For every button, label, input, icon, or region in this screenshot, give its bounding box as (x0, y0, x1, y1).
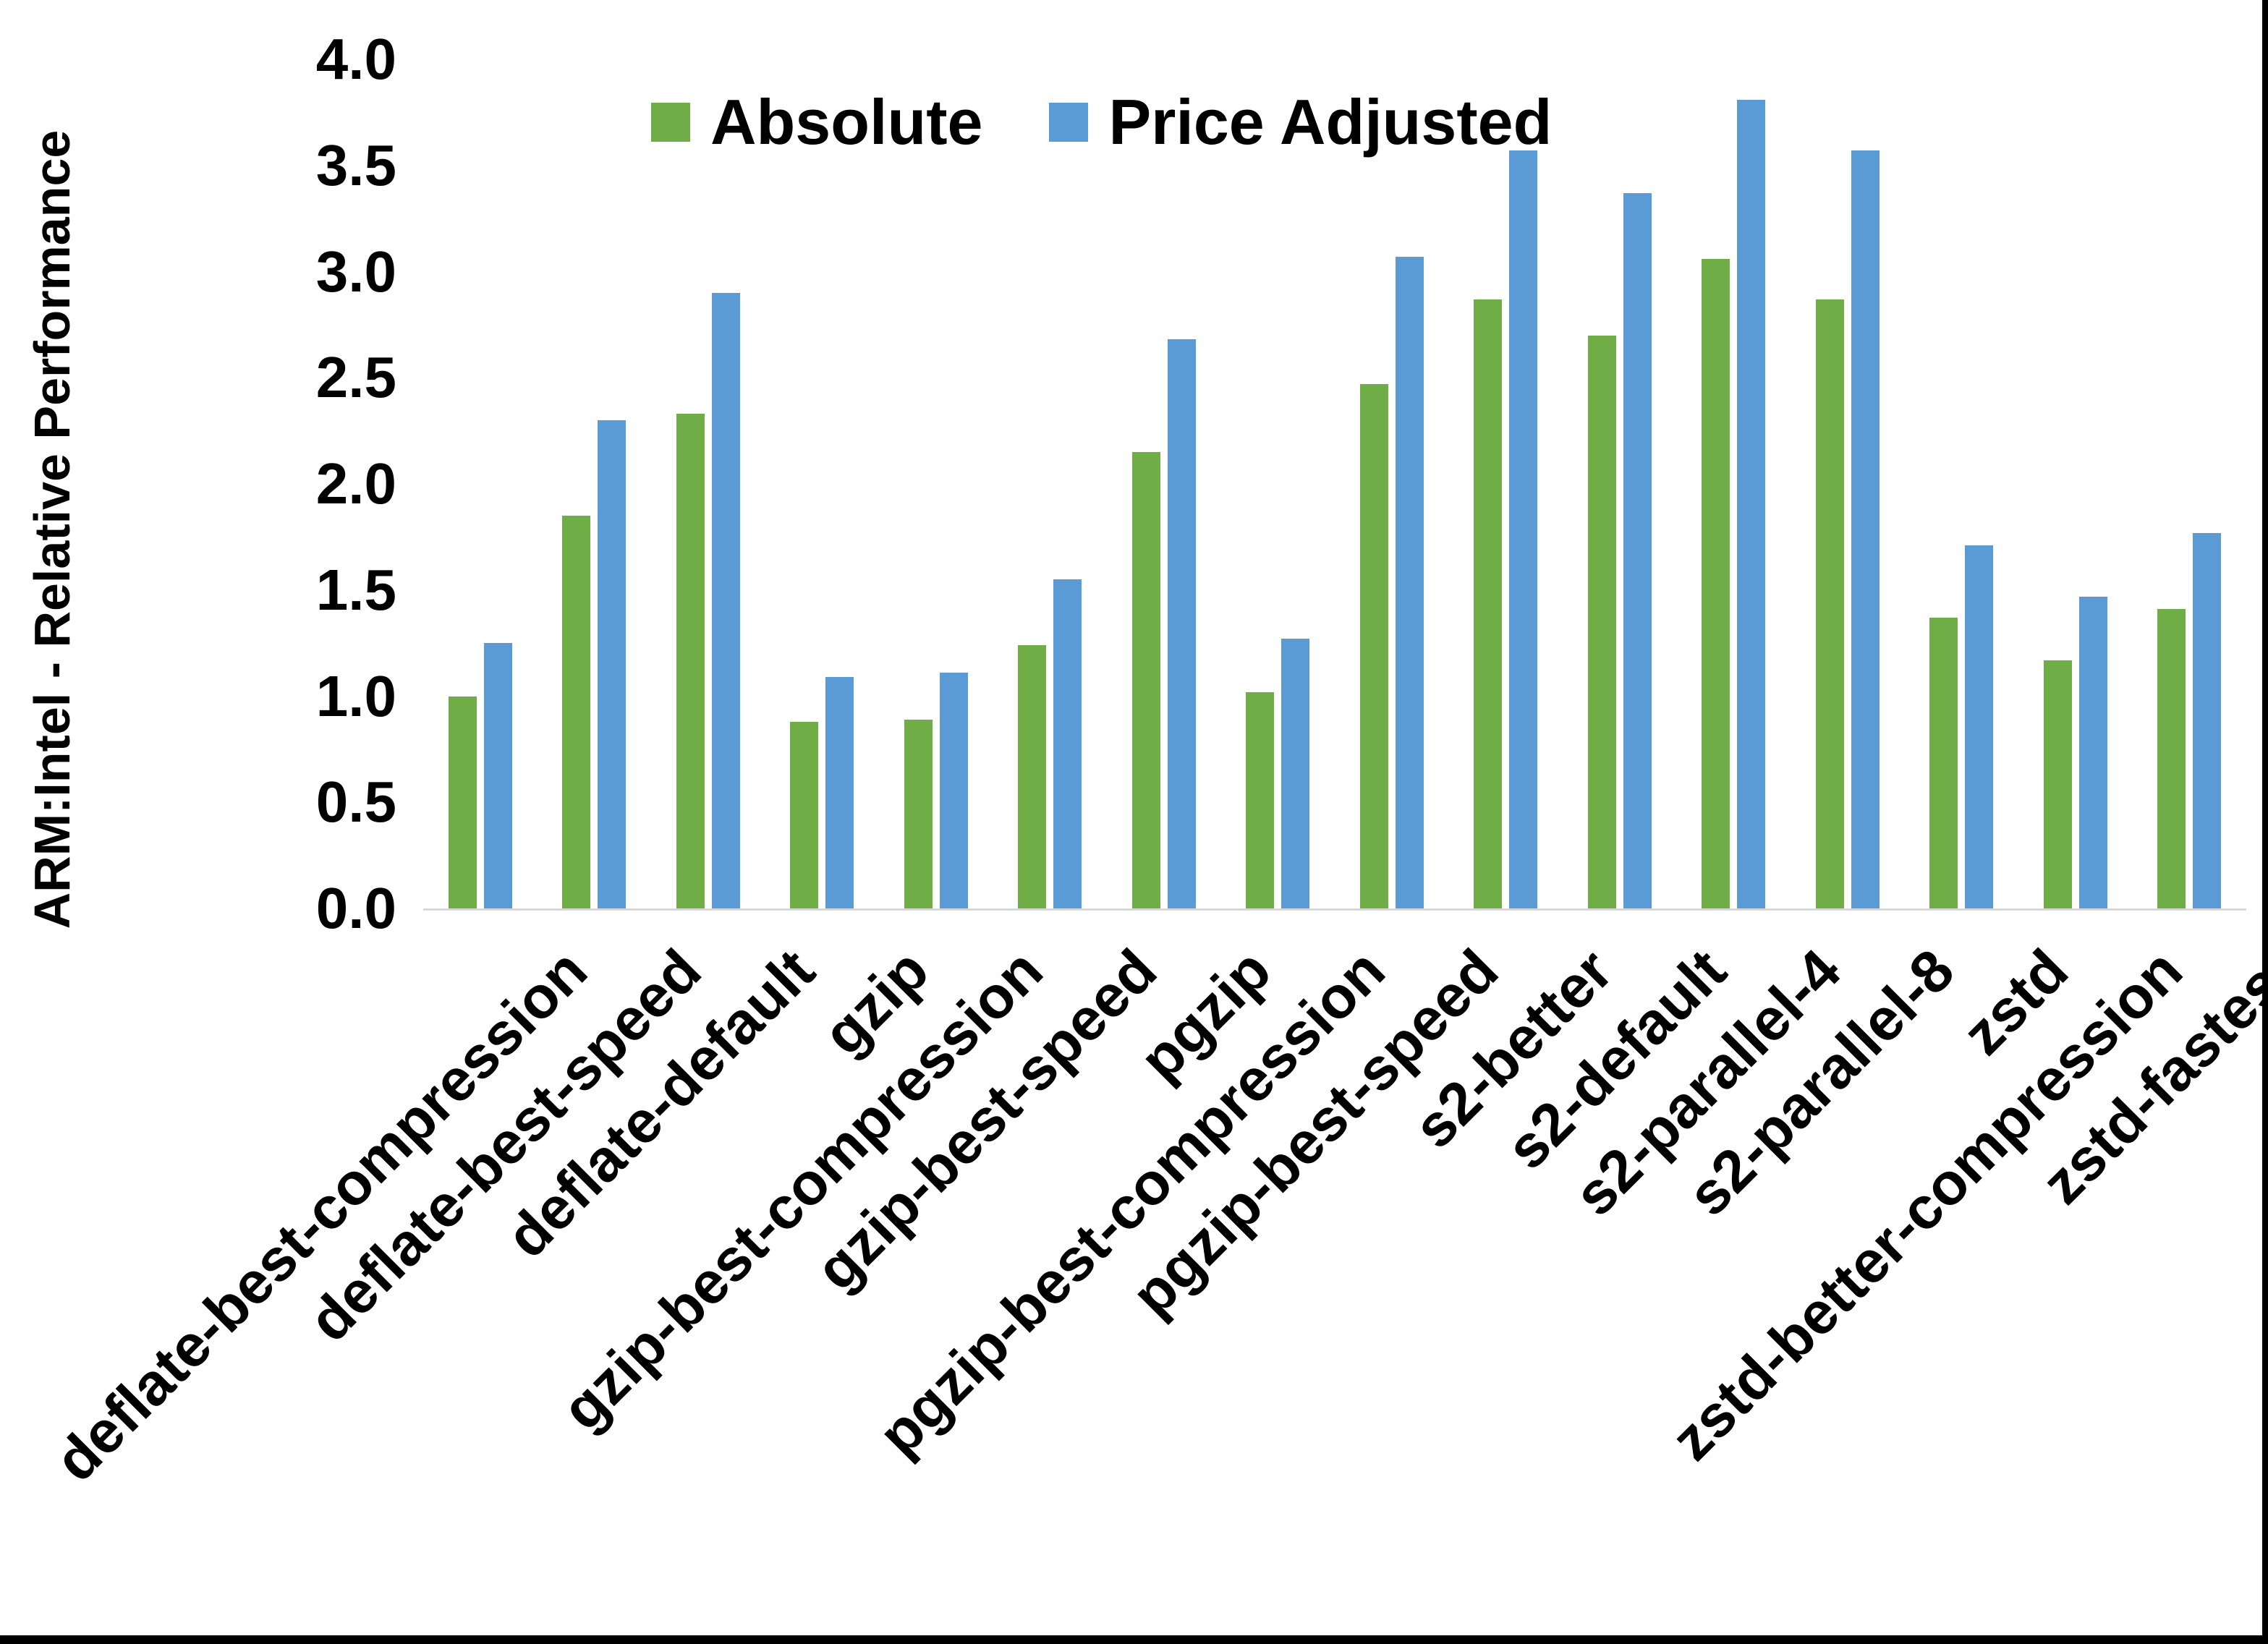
x-axis-label: pgzip (1127, 937, 1283, 1094)
y-tick-label: 4.0 (315, 27, 396, 91)
bar-absolute-deflate-default (676, 414, 705, 908)
legend-item-price-adjusted: Price Adjusted (1049, 85, 1552, 159)
bar-absolute-deflate-best-compression (448, 696, 477, 908)
x-axis-label: zstd-fastest (2029, 937, 2268, 1217)
bar-price-adjusted-deflate-best-speed (598, 419, 627, 908)
bar-group-deflate-default (651, 59, 765, 908)
bar-price-adjusted-gzip-best-speed (1053, 579, 1082, 908)
y-tick-label: 1.5 (315, 557, 396, 622)
bar-group-pgzip-best-compression (1221, 59, 1335, 908)
y-tick-label: 0.0 (315, 876, 396, 940)
bar-absolute-s2-better (1474, 299, 1503, 908)
bar-absolute-zstd-fastest (2157, 609, 2186, 908)
bar-price-adjusted-s2-parallel-8 (1851, 150, 1880, 908)
bar-absolute-pgzip (1131, 451, 1160, 908)
x-axis-label: pgzip-best-speed (1119, 937, 1511, 1329)
legend-swatch-absolute-icon (651, 103, 690, 142)
bar-price-adjusted-zstd-fastest (2193, 532, 2222, 908)
legend-item-absolute: Absolute (651, 85, 982, 159)
x-axis-label: deflate-best-speed (296, 937, 714, 1355)
bar-absolute-s2-default (1587, 335, 1616, 908)
bar-group-s2-better (1449, 59, 1563, 908)
window-edge-right (2262, 0, 2268, 1644)
bar-price-adjusted-pgzip-best-speed (1395, 256, 1424, 908)
legend-label-absolute: Absolute (710, 86, 983, 158)
bar-group-s2-parallel-4 (1677, 59, 1791, 908)
y-tick-label: 0.5 (315, 770, 396, 835)
x-axis-label: deflate-default (494, 937, 828, 1271)
bar-group-gzip-best-compression (879, 59, 993, 908)
x-axis-label: s2-better (1401, 937, 1626, 1161)
bar-group-zstd (1905, 59, 2019, 908)
bar-group-gzip (765, 59, 880, 908)
bar-group-pgzip (1107, 59, 1221, 908)
bar-price-adjusted-pgzip (1167, 339, 1196, 908)
bar-group-zstd-fastest (2133, 59, 2247, 908)
x-axis-label: s2-parallel-8 (1675, 937, 1967, 1229)
x-axis-label: deflate-best-compression (42, 937, 600, 1494)
legend-swatch-price-adjusted-icon (1049, 103, 1089, 142)
bar-absolute-deflate-best-speed (562, 516, 591, 908)
bar-absolute-gzip (790, 721, 819, 908)
x-axis-label: gzip-best-compression (549, 937, 1056, 1443)
bar-group-deflate-best-speed (538, 59, 652, 908)
bar-group-pgzip-best-speed (1335, 59, 1449, 908)
bar-group-s2-parallel-8 (1791, 59, 1905, 908)
x-axis-label: s2-parallel-4 (1561, 937, 1853, 1229)
x-axis-label: pgzip-best-compression (865, 937, 1398, 1469)
bar-group-zstd-better-compression (2018, 59, 2133, 908)
bar-price-adjusted-s2-parallel-4 (1737, 99, 1766, 908)
y-tick-label: 3.0 (315, 239, 396, 304)
bar-absolute-gzip-best-compression (904, 719, 933, 908)
window-edge-bottom (0, 1635, 2268, 1644)
y-axis-title: ARM:Intel - Relative Performance (24, 129, 80, 929)
y-tick-label: 3.5 (315, 132, 396, 197)
bar-absolute-zstd-better-compression (2043, 660, 2072, 908)
bar-price-adjusted-pgzip-best-compression (1281, 639, 1310, 908)
bar-absolute-s2-parallel-8 (1815, 299, 1844, 908)
bar-group-deflate-best-compression (423, 59, 538, 908)
bar-group-s2-default (1563, 59, 1677, 908)
bar-absolute-pgzip-best-speed (1359, 384, 1388, 908)
plot-area (423, 59, 2246, 911)
bar-absolute-gzip-best-speed (1018, 645, 1047, 908)
bar-price-adjusted-s2-default (1623, 192, 1652, 908)
legend: Absolute Price Adjusted (651, 85, 1552, 159)
x-axis-label: gzip (811, 937, 942, 1068)
bar-price-adjusted-gzip (825, 677, 854, 908)
bar-absolute-pgzip-best-compression (1246, 691, 1275, 908)
x-axis-label: gzip-best-speed (803, 937, 1170, 1303)
bar-absolute-zstd (1929, 617, 1958, 908)
bar-price-adjusted-deflate-best-compression (483, 643, 512, 908)
bar-price-adjusted-deflate-default (711, 292, 740, 908)
legend-label-price-adjusted: Price Adjusted (1108, 86, 1553, 158)
bar-price-adjusted-zstd (1965, 545, 1994, 908)
y-tick-label: 2.0 (315, 451, 396, 516)
y-tick-label: 2.5 (315, 345, 396, 410)
x-axis-label: s2-default (1494, 937, 1739, 1182)
bar-price-adjusted-s2-better (1509, 150, 1538, 908)
bar-price-adjusted-zstd-better-compression (2078, 596, 2107, 908)
y-tick-label: 1.0 (315, 663, 396, 728)
x-axis-label: zstd-better-compression (1658, 937, 2195, 1473)
x-axis-label: zstd (1950, 937, 2081, 1068)
bar-absolute-s2-parallel-4 (1702, 258, 1730, 908)
bar-price-adjusted-gzip-best-compression (939, 673, 968, 908)
bar-group-gzip-best-speed (993, 59, 1108, 908)
